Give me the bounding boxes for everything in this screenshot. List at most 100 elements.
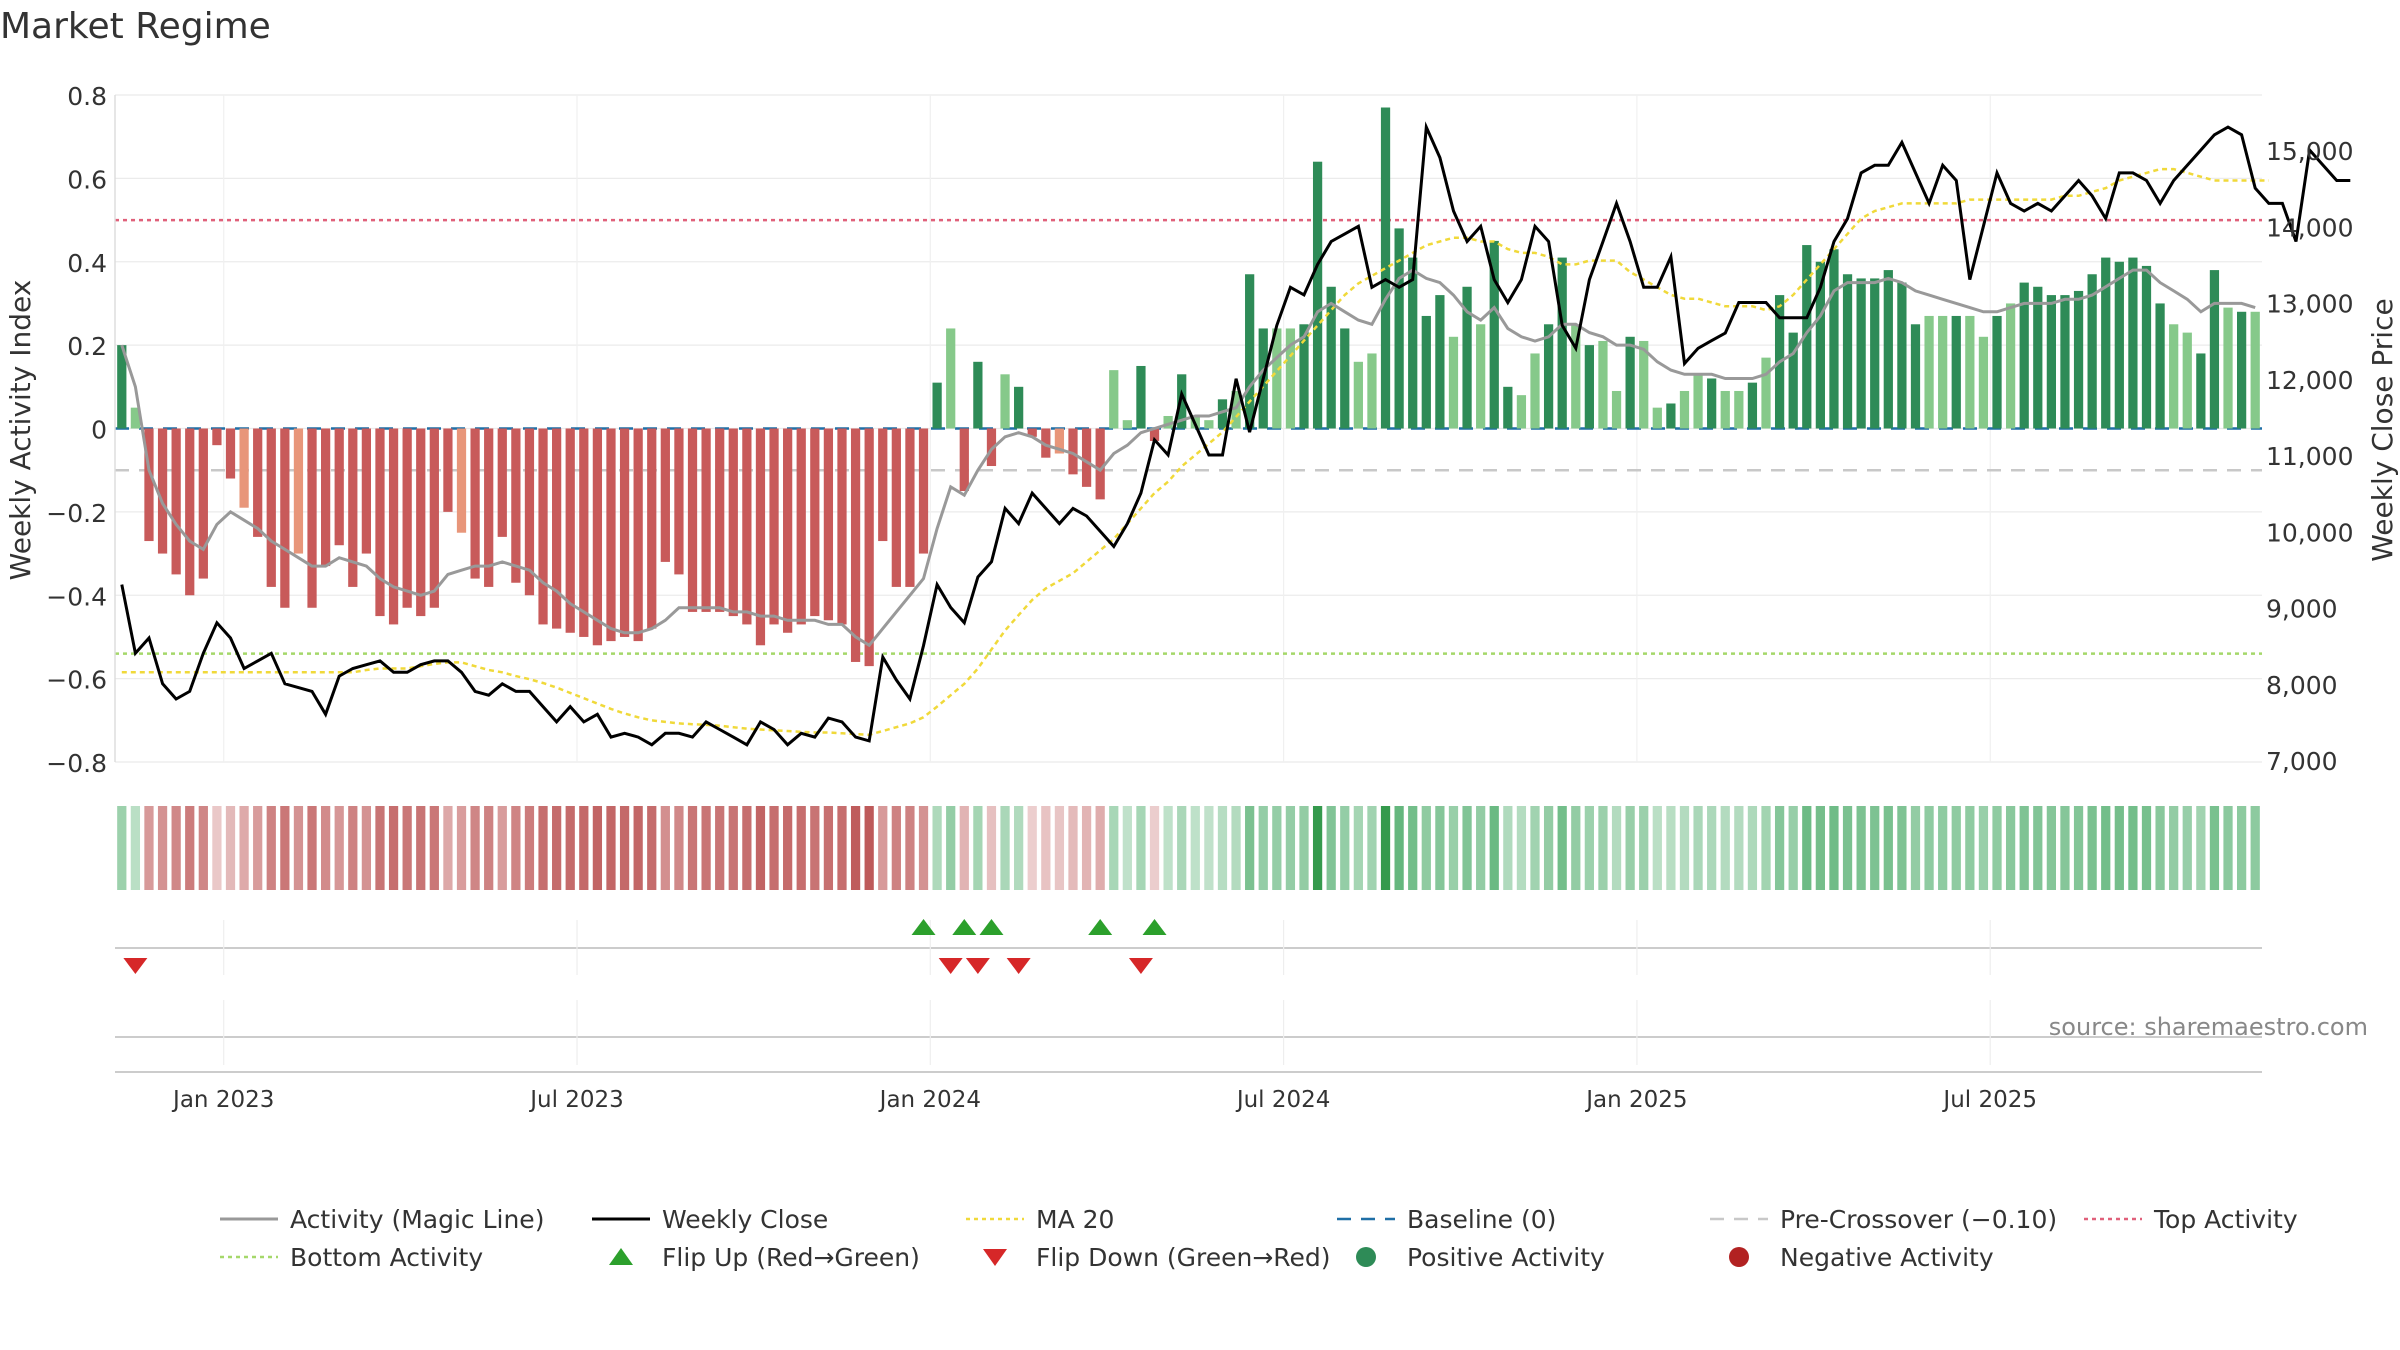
activity-bar	[1136, 365, 1146, 429]
regime-strip-cell	[2250, 806, 2260, 890]
activity-bar	[715, 428, 725, 612]
regime-strip-cell	[1408, 806, 1418, 890]
regime-strip-cell	[198, 806, 208, 890]
activity-bar	[1707, 378, 1717, 429]
flip-down-marker	[123, 958, 148, 974]
regime-strip-cell	[1584, 806, 1594, 890]
regime-strip-cell	[905, 806, 915, 890]
flip-markers-panel	[115, 919, 2262, 1065]
regime-strip-cell	[2033, 806, 2043, 890]
activity-bar	[470, 428, 480, 579]
x-tick-label: Jul 2025	[1941, 1087, 2037, 1113]
regime-strip-cell	[1326, 806, 1336, 890]
activity-bar	[1584, 345, 1594, 429]
regime-strip-cell	[891, 806, 901, 890]
activity-bar	[1394, 228, 1404, 429]
activity-bar	[1272, 328, 1282, 429]
regime-strip-cell	[918, 806, 929, 890]
regime-strip-cell	[1856, 806, 1866, 890]
regime-strip-cell	[511, 806, 521, 890]
regime-strip-cell	[1136, 806, 1146, 890]
legend-label: Negative Activity	[1780, 1243, 1994, 1272]
x-tick-label: Jan 2025	[1584, 1087, 1687, 1113]
series-lines	[120, 121, 2351, 747]
regime-strip-cell	[1598, 806, 1608, 890]
regime-strip-cell	[742, 806, 752, 890]
activity-bar	[1897, 282, 1907, 429]
regime-strip-cell	[1611, 806, 1622, 890]
activity-bar	[2155, 303, 2165, 429]
regime-strip-cell	[1299, 806, 1309, 890]
legend-label: Top Activity	[2153, 1205, 2298, 1234]
x-axis: Jan 2023 Jul 2023 Jan 2024 Jul 2024 Jan 2025…	[115, 1071, 2262, 1113]
legend-item: Positive Activity	[1356, 1243, 1605, 1272]
activity-bar	[2073, 290, 2084, 429]
regime-strip-cell	[1747, 806, 1758, 890]
activity-bar	[946, 328, 956, 429]
activity-bar	[1095, 428, 1105, 500]
regime-strip-cell	[823, 806, 834, 890]
regime-strip-cell	[1014, 806, 1024, 890]
activity-bar	[1543, 324, 1554, 429]
activity-bar	[1503, 386, 1513, 429]
activity-bar	[1081, 428, 1092, 487]
activity-bar	[1340, 328, 1350, 429]
regime-strip-cell	[239, 806, 249, 890]
legend-dot-icon	[1356, 1247, 1376, 1267]
y-right-tick-label: 11,000	[2266, 442, 2353, 471]
regime-strip-cell	[715, 806, 725, 890]
y-left-tick-label: 0.6	[67, 165, 107, 194]
regime-strip-cell	[1448, 806, 1459, 890]
activity-bar	[1516, 395, 1527, 429]
activity-bar	[905, 428, 915, 587]
regime-strip-cell	[1258, 806, 1268, 890]
regime-strip-cell	[932, 806, 942, 890]
activity-bar	[2005, 303, 2016, 429]
activity-bar	[157, 428, 168, 554]
legend-item: Weekly Close	[592, 1205, 828, 1234]
activity-bar	[1217, 399, 1228, 429]
activity-bar	[225, 428, 236, 479]
y-right-tick-label: 10,000	[2266, 518, 2353, 547]
activity-bar	[823, 428, 834, 621]
activity-bar	[1856, 278, 1866, 429]
activity-bar	[2046, 295, 2056, 429]
regime-strip-cell	[592, 806, 603, 890]
regime-strip-cell	[1217, 806, 1228, 890]
activity-bar	[484, 428, 494, 587]
regime-strip-cell	[850, 806, 861, 890]
regime-strip-cell	[1992, 806, 2002, 890]
regime-strip-cell	[1109, 806, 1119, 890]
regime-strip-cell	[1788, 806, 1798, 890]
regime-strip-cell	[647, 806, 657, 890]
regime-strip-cell	[1829, 806, 1839, 890]
regime-strip-cell	[334, 806, 344, 890]
regime-strip-cell	[755, 806, 766, 890]
activity-bar	[2223, 307, 2233, 429]
legend-item: Top Activity	[2084, 1205, 2298, 1234]
regime-strip-cell	[185, 806, 195, 890]
activity-bar	[2250, 311, 2260, 429]
flip-up-marker	[979, 919, 1004, 935]
legend-label: Weekly Close	[662, 1205, 828, 1234]
regime-strip-cell	[1489, 806, 1499, 890]
regime-strip-cell	[307, 806, 317, 890]
regime-strip-cell	[538, 806, 548, 890]
activity-bar	[253, 428, 263, 537]
activity-bar	[1611, 390, 1622, 429]
activity-bar	[1054, 428, 1065, 454]
x-tick-label: Jan 2024	[878, 1087, 981, 1113]
activity-bar	[1367, 353, 1377, 429]
regime-strip-cell	[565, 806, 575, 890]
flip-down-marker	[965, 958, 990, 974]
activity-bar	[456, 428, 467, 533]
activity-bar	[1231, 390, 1241, 429]
activity-bar	[674, 428, 684, 575]
y-right-tick-label: 15,000	[2266, 137, 2353, 166]
regime-strip-cell	[1897, 806, 1907, 890]
activity-bar	[687, 428, 698, 612]
regime-strip-cell	[1041, 806, 1051, 890]
regime-strip-cell	[1707, 806, 1717, 890]
regime-strip-cell	[674, 806, 684, 890]
